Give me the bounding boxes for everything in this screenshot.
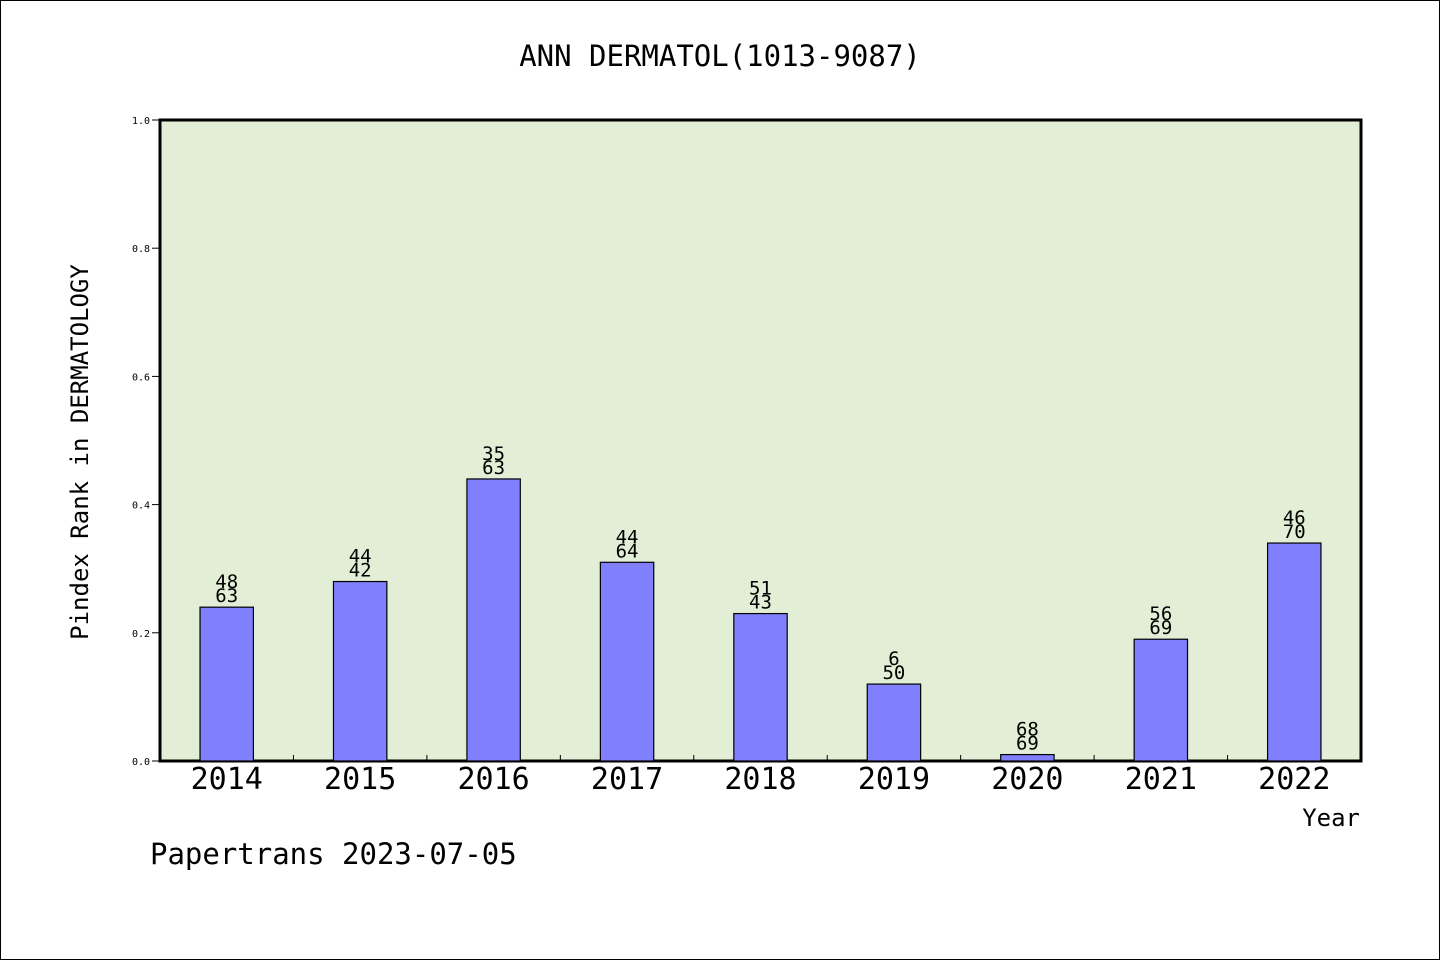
bar <box>1133 638 1189 762</box>
bar-label-bottom: 63 <box>482 457 505 479</box>
x-tick-label: 2021 <box>1125 762 1197 797</box>
bar-label-top: 68 <box>1016 719 1039 741</box>
bar-label-bottom: 50 <box>882 662 905 684</box>
y-axis-label: Pindex Rank in DERMATOLOGY <box>66 264 94 640</box>
bar <box>332 580 388 762</box>
bar-label-top: 46 <box>1283 507 1306 529</box>
chart-title: ANN DERMATOL(1013-9087) <box>519 39 921 73</box>
bar-label-top: 44 <box>616 526 639 548</box>
bar-label-top: 48 <box>215 571 238 593</box>
bar <box>466 478 521 762</box>
bar-label-bottom: 63 <box>215 585 238 607</box>
bar <box>733 612 788 762</box>
y-tick-label: 0.8 <box>132 244 150 255</box>
bar-label-bottom: 42 <box>349 560 372 582</box>
y-tick-label: 0.0 <box>132 757 150 768</box>
bar <box>866 683 922 762</box>
bar-label-top: 6 <box>888 648 899 670</box>
y-tick-label: 0.4 <box>132 501 150 512</box>
x-tick-label: 2015 <box>324 762 396 797</box>
bar <box>1266 542 1322 762</box>
bar-label-bottom: 70 <box>1283 521 1306 543</box>
y-tick-label: 0.6 <box>132 372 150 383</box>
x-tick-label: 2014 <box>191 762 263 797</box>
bar <box>599 561 655 762</box>
bar-label-top: 56 <box>1149 603 1172 625</box>
bar <box>199 606 255 762</box>
x-tick-label: 2016 <box>457 762 529 797</box>
bar <box>1000 753 1055 762</box>
bar-label-bottom: 69 <box>1149 617 1172 639</box>
x-tick-label: 2019 <box>858 762 930 797</box>
y-tick-label: 1.0 <box>132 116 150 127</box>
bar-label-top: 35 <box>482 443 505 465</box>
y-tick-label: 0.2 <box>132 629 150 640</box>
x-tick-label: 2018 <box>724 762 796 797</box>
footer-watermark: Papertrans 2023-07-05 <box>150 837 517 871</box>
bar-label-bottom: 69 <box>1016 733 1039 755</box>
x-tick-label: 2017 <box>591 762 663 797</box>
x-axis-label: Year <box>1302 804 1360 832</box>
x-tick-label: 2022 <box>1258 762 1330 797</box>
bar-label-top: 51 <box>749 578 772 600</box>
x-tick-label: 2020 <box>991 762 1063 797</box>
bar-label-bottom: 64 <box>616 540 639 562</box>
bar-label-bottom: 43 <box>749 592 772 614</box>
bar-label-top: 44 <box>349 546 372 568</box>
